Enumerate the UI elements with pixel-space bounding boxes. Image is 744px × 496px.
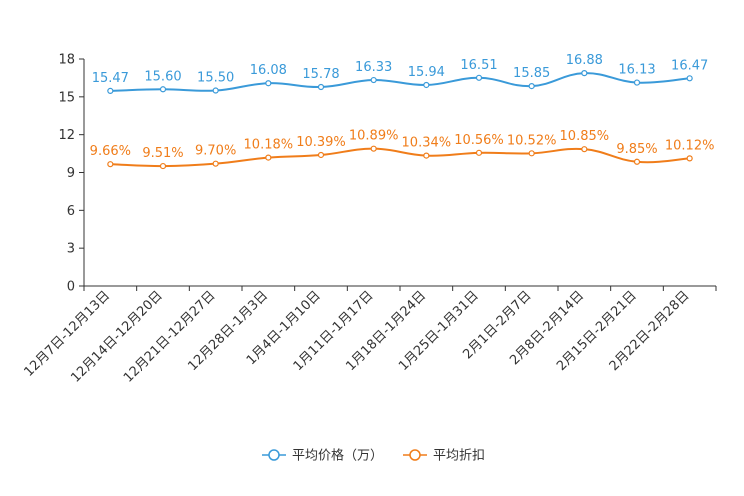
- data-label: 15.78: [302, 67, 339, 82]
- data-point[interactable]: [212, 160, 219, 167]
- data-label: 15.47: [92, 71, 129, 86]
- data-label: 16.47: [671, 58, 708, 73]
- data-point[interactable]: [265, 154, 272, 161]
- data-label: 15.85: [513, 66, 550, 81]
- data-label: 9.51%: [142, 146, 183, 161]
- data-label: 10.56%: [454, 133, 504, 148]
- data-point[interactable]: [370, 145, 377, 152]
- data-label: 16.08: [250, 63, 287, 78]
- data-point[interactable]: [528, 150, 535, 157]
- data-point[interactable]: [159, 86, 167, 93]
- data-label: 10.12%: [665, 138, 715, 153]
- data-point[interactable]: [581, 146, 588, 153]
- data-point[interactable]: [633, 79, 641, 86]
- y-tick-label: 15: [58, 90, 75, 105]
- data-label: 9.85%: [616, 142, 657, 157]
- y-tick-label: 18: [58, 53, 75, 68]
- data-label: 15.50: [197, 71, 234, 86]
- data-label: 16.13: [618, 63, 655, 78]
- legend-item-1[interactable]: 平均价格（万）: [262, 448, 383, 464]
- series-1: 15.47 15.60 15.50 16.08 15.78 16.33 15.94 16.51…: [92, 53, 708, 95]
- data-label: 10.85%: [560, 129, 610, 144]
- data-point[interactable]: [423, 152, 430, 159]
- data-point[interactable]: [581, 70, 588, 77]
- data-label: 9.66%: [90, 144, 131, 159]
- data-point[interactable]: [317, 83, 325, 91]
- legend[interactable]: 平均价格（万） 平均折扣: [262, 448, 485, 464]
- data-point[interactable]: [107, 87, 114, 95]
- x-tick-label: 12月7日-12月13日: [22, 288, 114, 380]
- legend-label: 平均价格（万）: [292, 448, 383, 464]
- y-tick-label: 9: [67, 166, 75, 181]
- data-label: 10.89%: [349, 129, 399, 144]
- series-line: [110, 147, 690, 168]
- series-layer: 15.47 15.60 15.50 16.08 15.78 16.33 15.94 16.51…: [90, 53, 715, 170]
- data-point[interactable]: [423, 81, 430, 89]
- data-label: 10.34%: [402, 136, 452, 151]
- data-point[interactable]: [317, 151, 325, 159]
- data-point[interactable]: [528, 83, 535, 90]
- y-tick-label: 3: [67, 242, 75, 257]
- data-label: 10.39%: [296, 135, 346, 150]
- data-label: 15.60: [144, 69, 181, 84]
- data-point[interactable]: [475, 149, 483, 156]
- y-tick-label: 6: [67, 204, 75, 219]
- data-point[interactable]: [212, 87, 219, 94]
- series-line: [110, 72, 690, 92]
- axes: 0 3 6 9 12 15 18 12月7日-12月13日12月14日-12月20日12月21…: [22, 53, 717, 386]
- data-label: 10.52%: [507, 133, 557, 148]
- x-tick-label: 12月14日-12月20日: [68, 288, 165, 385]
- data-point[interactable]: [370, 76, 377, 84]
- series-2: 9.66% 9.51% 9.70% 10.18% 10.39% 10.89% 10.34% 1…: [90, 129, 715, 170]
- data-label: 16.33: [355, 60, 392, 75]
- data-point[interactable]: [159, 162, 167, 170]
- data-label: 16.51: [460, 58, 497, 73]
- data-label: 10.18%: [244, 138, 294, 153]
- data-label: 9.70%: [195, 144, 236, 159]
- data-point[interactable]: [633, 158, 641, 165]
- legend-marker-icon: [268, 449, 280, 461]
- data-point[interactable]: [107, 161, 114, 168]
- data-point[interactable]: [265, 80, 272, 87]
- legend-item-2[interactable]: 平均折扣: [403, 449, 485, 464]
- legend-label: 平均折扣: [433, 449, 485, 464]
- y-tick-label: 0: [67, 280, 75, 295]
- data-label: 15.94: [408, 65, 445, 80]
- legend-marker-icon: [409, 449, 421, 461]
- data-point[interactable]: [475, 74, 483, 81]
- y-tick-label: 12: [58, 128, 75, 143]
- x-tick-label: 12月21日-12月27日: [121, 288, 218, 385]
- data-point[interactable]: [686, 155, 693, 162]
- data-point[interactable]: [686, 75, 693, 82]
- data-label: 16.88: [566, 53, 603, 68]
